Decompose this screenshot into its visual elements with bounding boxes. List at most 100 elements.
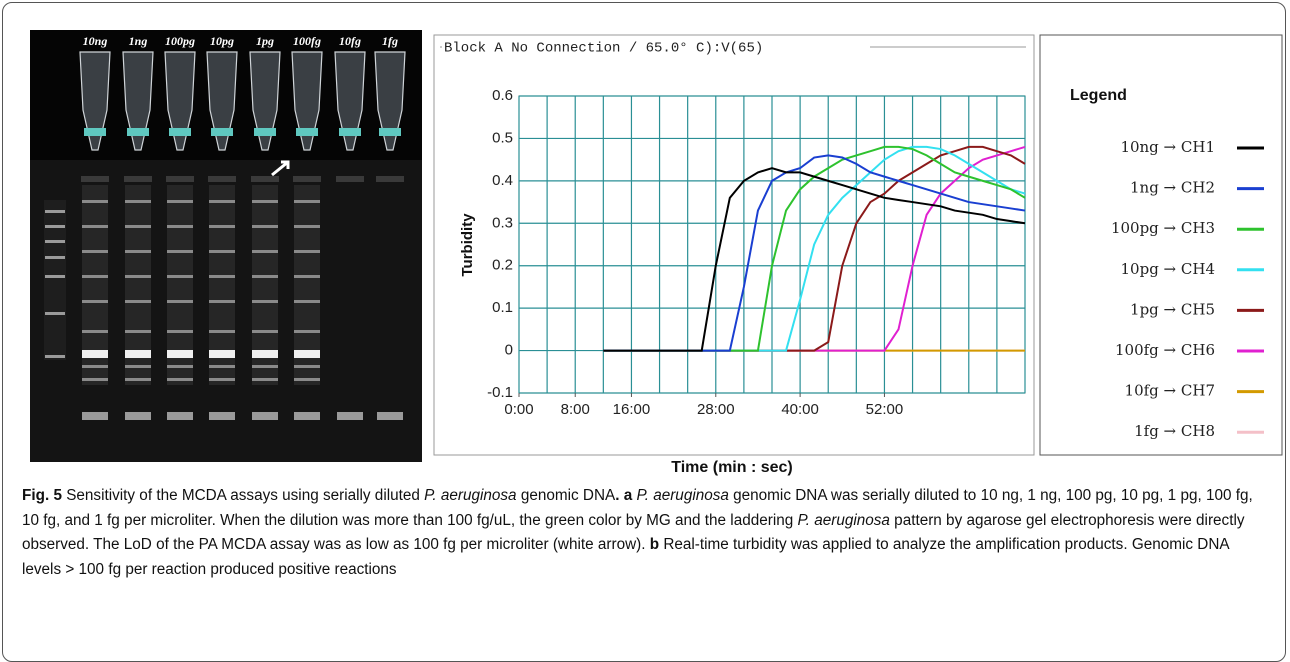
gel-band: [252, 365, 278, 368]
gel-band: [82, 300, 108, 303]
legend-label: 1fg → CH8: [1134, 422, 1215, 440]
y-axis-label: Turbidity: [459, 213, 476, 277]
gel-band: [294, 378, 320, 381]
gel-band: [252, 225, 278, 228]
gel-band: [125, 330, 151, 333]
caption-text: Fig. 5: [22, 487, 62, 504]
caption-text: pattern by agarose gel electrophoresis w…: [22, 511, 1245, 554]
lane-label: 10fg: [339, 34, 361, 48]
gel-band: [209, 225, 235, 228]
gel-band: [252, 300, 278, 303]
white-arrow: [271, 160, 290, 177]
lane-label: 1pg: [256, 34, 274, 48]
caption-text: Sensitivity of the MCDA assays using ser…: [61, 487, 425, 504]
x-tick-label: 52:00: [866, 401, 904, 418]
gel-band: [167, 250, 193, 253]
gel-band: [125, 378, 151, 381]
legend-label: 10ng → CH1: [1120, 138, 1215, 156]
gel-band: [125, 275, 151, 278]
tube-liquid: [127, 128, 149, 136]
well: [336, 176, 364, 182]
gel-band: [82, 275, 108, 278]
gel-band: [167, 225, 193, 228]
gel-band: [294, 250, 320, 253]
gel-band: [294, 350, 320, 358]
tube: [79, 51, 111, 151]
gel-band: [167, 350, 193, 358]
tube-liquid: [254, 128, 276, 136]
x-axis-label: Time (min : sec): [671, 459, 793, 476]
gel-band: [125, 365, 151, 368]
gel-band: [82, 250, 108, 253]
tube: [164, 51, 196, 151]
gel-band: [209, 365, 235, 368]
tube-liquid: [339, 128, 361, 136]
legend-label: 100fg → CH6: [1115, 341, 1215, 359]
lines: [603, 145, 1026, 352]
caption-text: genomic DNA was serially diluted to 10 n…: [22, 487, 1253, 529]
caption-text: P. aeruginosa: [424, 487, 517, 504]
y-tick-label: 0.6: [492, 87, 513, 104]
primer-band: [337, 412, 363, 420]
gel-band: [294, 200, 320, 203]
gel-band: [125, 200, 151, 203]
y-tick-label: 0.5: [492, 129, 513, 146]
gel-band: [167, 365, 193, 368]
figure-caption: Fig. 5 Sensitivity of the MCDA assays us…: [22, 484, 1272, 582]
gel-band: [125, 350, 151, 358]
tube: [374, 51, 406, 151]
y-tick-label: 0.4: [492, 172, 513, 189]
legend-label: 10fg → CH7: [1125, 382, 1215, 400]
gel-band: [252, 275, 278, 278]
well: [376, 176, 404, 182]
gel-band: [294, 225, 320, 228]
primer-band: [294, 412, 320, 420]
gel-band: [252, 250, 278, 253]
caption-text: P. aeruginosa: [797, 511, 890, 529]
well: [166, 176, 194, 182]
legend-title: Legend: [1070, 87, 1127, 104]
caption-text: P. aeruginosa: [636, 487, 729, 504]
gel-band: [125, 225, 151, 228]
tube: [291, 51, 323, 151]
y-tick-label: 0.1: [492, 299, 513, 316]
gel-band: [294, 330, 320, 333]
x-tick-label: 8:00: [561, 401, 590, 418]
gel-band: [209, 275, 235, 278]
primer-band: [252, 412, 278, 420]
gel-band: [82, 378, 108, 381]
gel-band: [82, 225, 108, 228]
gel-band: [209, 378, 235, 381]
caption-text: Real-time turbidity was applied to analy…: [22, 536, 1229, 578]
tube-liquid: [379, 128, 401, 136]
ladder-band: [45, 355, 65, 358]
tube: [334, 51, 366, 151]
gel-band: [209, 200, 235, 203]
ladder-band: [45, 240, 65, 243]
y-tick-label: 0: [505, 342, 513, 359]
ladder-band: [45, 225, 65, 228]
x-tick-label: 28:00: [697, 401, 735, 418]
gel-band: [294, 300, 320, 303]
ladder-band: [45, 256, 65, 259]
tube-liquid: [169, 128, 191, 136]
gel-band: [167, 200, 193, 203]
gel-band: [167, 300, 193, 303]
y-tick-label: 0.2: [492, 257, 513, 274]
tube: [206, 51, 238, 151]
legend-label: 1pg → CH5: [1130, 300, 1215, 318]
well: [124, 176, 152, 182]
gel-band: [125, 250, 151, 253]
x-tick-label: 16:00: [613, 401, 651, 418]
y-tick-label: -0.1: [487, 384, 513, 401]
lane-label: 1fg: [382, 34, 398, 48]
lane-label: 100fg: [293, 34, 321, 48]
gel-band: [82, 350, 108, 358]
gel-band: [252, 330, 278, 333]
primer-band: [377, 412, 403, 420]
x-tick-label: 0:00: [504, 401, 533, 418]
well: [251, 176, 279, 182]
gel-band: [209, 350, 235, 358]
gel-band: [167, 330, 193, 333]
